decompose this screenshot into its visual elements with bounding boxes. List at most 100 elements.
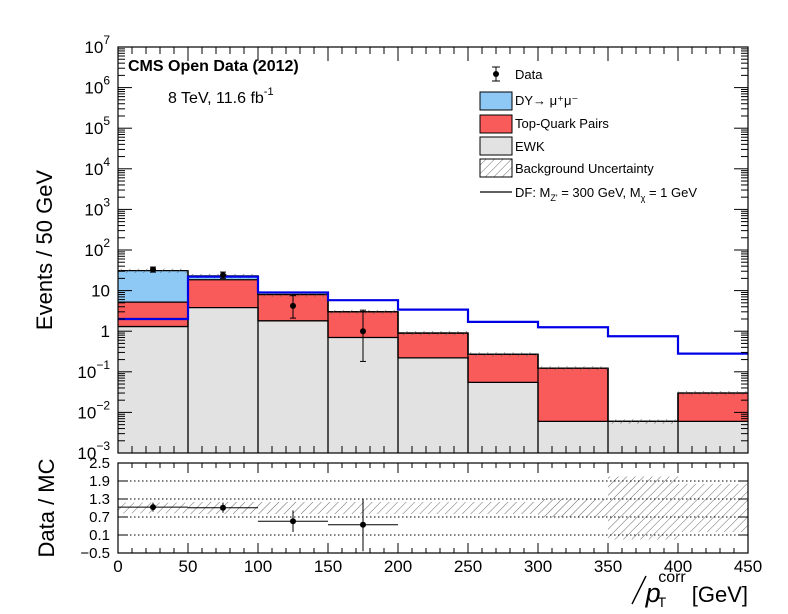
data-point-2	[290, 302, 296, 309]
x-axis-title-sub: T	[658, 594, 667, 610]
x-axis-title-sup: corr	[658, 569, 686, 586]
bar-top-quark-pairs-bin-4	[398, 333, 468, 358]
ratio-point-3	[360, 521, 366, 528]
x-tick-label-1: 50	[179, 557, 198, 576]
ratio-y-tick-label-1: 1.9	[89, 473, 110, 490]
bar-ewk-bin-6	[538, 421, 608, 453]
ratio-point-0	[150, 504, 156, 511]
ratio-y-tick-label-0: 2.5	[89, 455, 110, 472]
data-point-3	[360, 328, 366, 335]
legend-entry-top: Top-Quark Pairs	[479, 114, 609, 134]
x-tick-label-7: 350	[594, 557, 622, 576]
legend-label-signal: DF: MZ' = 300 GeV, Mχ = 1 GeV	[515, 185, 697, 203]
uncertainty-bin-6	[538, 366, 608, 371]
x-tick-label-3: 150	[314, 557, 342, 576]
bar-ewk-bin-0	[118, 326, 188, 453]
ratio-uncertainty-bin-5	[468, 502, 538, 514]
legend-label-data: Data	[515, 67, 543, 82]
legend-entry-data: Data	[492, 66, 543, 82]
main-axis-ticks	[117, 46, 749, 454]
main-y-tick-label-2: 105	[84, 114, 110, 138]
main-y-tick-label-8: 10−1	[77, 358, 110, 382]
ratio-y-tick-label-4: 0.1	[89, 527, 110, 544]
energy-label-sup: -1	[264, 86, 274, 98]
uncertainty-bin-2	[258, 292, 328, 297]
ratio-uncertainty-bin-2	[258, 502, 328, 514]
ratio-uncertainty-bin-8	[678, 484, 748, 532]
ratio-y-tick-labels: 2.51.91.30.70.1−0.5	[80, 455, 110, 562]
ratio-y-tick-label-2: 1.3	[89, 491, 110, 508]
bar-ewk-bin-8	[678, 421, 748, 453]
legend-label-top: Top-Quark Pairs	[515, 116, 609, 131]
data-point-0	[150, 266, 156, 273]
x-tick-label-5: 250	[454, 557, 482, 576]
ratio-data-points	[118, 498, 398, 552]
main-y-tick-label-1: 106	[84, 74, 110, 98]
ratio-point-2	[290, 518, 296, 525]
data-points	[150, 266, 366, 362]
main-y-tick-label-7: 1	[101, 322, 110, 341]
x-axis-title-slash	[631, 575, 647, 605]
main-y-tick-label-5: 102	[84, 236, 110, 260]
ratio-plot-panel: 2.51.91.30.70.1−0.5 0 50 100 150 200 250 300 35…	[80, 455, 762, 576]
x-tick-labels: 0 50 100 150 200 250 300 350 400 450	[113, 557, 762, 576]
legend: Data DY→ μ⁺μ⁻ Top-Quark Pairs EWK Backgr…	[479, 66, 697, 203]
ratio-uncertainty-bin-6	[538, 499, 608, 517]
uncertainty-bin-5	[468, 352, 538, 357]
uncertainty-bin-7	[608, 419, 678, 424]
uncertainty-bin-4	[398, 331, 468, 336]
bar-top-quark-pairs-bin-1	[188, 279, 258, 308]
main-y-tick-label-9: 10−2	[77, 398, 110, 422]
main-y-tick-label-4: 103	[84, 195, 110, 219]
x-tick-label-4: 200	[384, 557, 412, 576]
signal-line	[118, 275, 748, 355]
bar-top-quark-pairs-bin-0	[118, 302, 188, 327]
ratio-point-1	[220, 504, 226, 511]
ratio-plot-frame	[117, 462, 749, 554]
main-y-tick-label-10: 10−3	[77, 439, 110, 463]
x-tick-label-6: 300	[524, 557, 552, 576]
x-tick-label-0: 0	[113, 557, 122, 576]
legend-entry-ewk: EWK	[479, 136, 545, 156]
ratio-uncertainty-bin-7	[608, 476, 678, 540]
energy-label-main: 8 TeV, 11.6 fb	[168, 90, 264, 107]
bar-ewk-bin-4	[398, 357, 468, 453]
bar-top-quark-pairs-bin-6	[538, 368, 608, 422]
ratio-y-axis-title: Data / MC	[34, 458, 59, 557]
legend-entry-dy: DY→ μ⁺μ⁻	[479, 91, 578, 111]
main-y-tick-label-6: 10	[91, 282, 110, 301]
stacked-histograms	[118, 270, 748, 453]
bar-ewk-bin-1	[188, 307, 258, 453]
legend-entry-signal: DF: MZ' = 300 GeV, Mχ = 1 GeV	[480, 185, 697, 203]
cms-label: CMS Open Data (2012)	[128, 58, 299, 75]
bar-ewk-bin-5	[468, 382, 538, 453]
signal-histogram	[118, 275, 748, 355]
legend-label-dy: DY→ μ⁺μ⁻	[515, 93, 578, 108]
main-y-tick-label-0: 107	[84, 33, 110, 57]
data-point-1	[220, 272, 226, 279]
bar-ewk-bin-7	[608, 421, 678, 453]
legend-label-uncertainty: Background Uncertainty	[515, 161, 654, 176]
legend-label-ewk: EWK	[515, 139, 545, 154]
main-y-axis-title: Events / 50 GeV	[32, 170, 57, 331]
legend-entry-uncertainty: Background Uncertainty	[479, 158, 654, 178]
bar-ewk-bin-2	[258, 320, 328, 453]
x-axis-title: pTcorr [GeV]	[645, 569, 748, 610]
bar-top-quark-pairs-bin-8	[678, 393, 748, 422]
ratio-reference-lines	[118, 480, 748, 536]
ratio-axis-ticks	[117, 462, 749, 554]
bar-top-quark-pairs-bin-5	[468, 354, 538, 383]
main-y-tick-label-3: 104	[84, 155, 110, 179]
x-tick-label-2: 100	[244, 557, 272, 576]
x-tick-label-9: 450	[734, 557, 762, 576]
ratio-uncertainty-bin-4	[398, 502, 468, 514]
ratio-y-tick-label-3: 0.7	[89, 509, 110, 526]
bar-dy--bin-0	[118, 270, 188, 303]
uncertainty-bin-8	[678, 391, 748, 396]
ratio-y-tick-label-5: −0.5	[80, 545, 110, 562]
energy-label: 8 TeV, 11.6 fb-1	[168, 86, 274, 107]
x-axis-title-main: p	[645, 578, 661, 608]
